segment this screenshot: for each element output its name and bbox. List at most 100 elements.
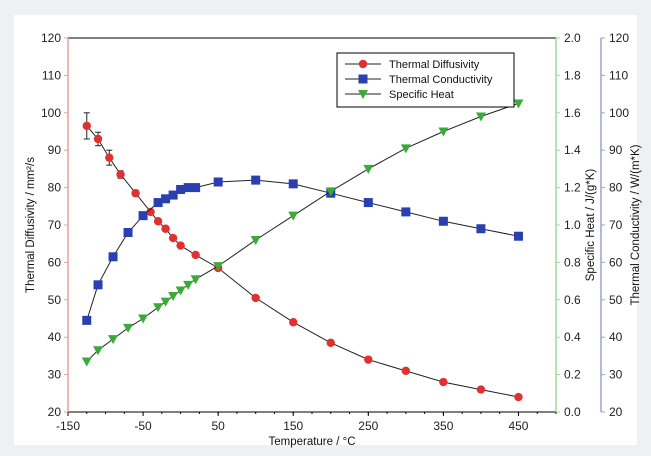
specific-heat-point [250, 235, 261, 245]
legend-thermal-diffusivity-marker [358, 59, 368, 69]
thermal-conductivity-point [161, 194, 171, 204]
thermal-diffusivity-point [82, 121, 91, 131]
thermal-conductivity-point [183, 183, 193, 193]
specific-heat-point [325, 187, 336, 197]
left-tick-label: 50 [48, 293, 62, 307]
conductivity-tick-label: 60 [609, 255, 623, 269]
specific-heat-tick-label: 0.6 [564, 293, 581, 307]
x-tick-label: -50 [134, 419, 152, 433]
specific-heat-point [81, 357, 92, 367]
thermal-diffusivity-line [86, 125, 519, 398]
specific-heat-point [183, 280, 194, 290]
legend-thermal-diffusivity-label: Thermal Diffusivity [389, 59, 480, 71]
thermal-conductivity-point [438, 216, 448, 226]
specific-heat-axis-title: Specific Heat / J/(g*K) [585, 169, 597, 282]
thermal-conductivity-point [153, 198, 163, 208]
x-tick-label: 150 [283, 419, 303, 433]
thermal-diffusivity-point [93, 134, 103, 144]
left-tick-label: 110 [42, 68, 61, 82]
conductivity-tick-label: 50 [609, 293, 623, 307]
specific-heat-tick-label: 0.8 [564, 255, 581, 269]
specific-heat-point [400, 144, 411, 154]
thermal-diffusivity-point [191, 250, 200, 260]
specific-heat-point [160, 297, 171, 307]
thermal-conductivity-point [191, 183, 201, 193]
legend-specific-heat-marker [358, 90, 368, 99]
thermal-diffusivity-point [289, 318, 298, 327]
conductivity-axis-title: Thermal Conductivity / W/(m*K) [630, 144, 642, 305]
conductivity-tick-label: 70 [609, 218, 623, 232]
x-tick-label: 450 [508, 419, 528, 433]
thermal-conductivity-point [401, 207, 411, 217]
specific-heat-point [153, 303, 164, 313]
conductivity-tick-label: 120 [609, 31, 629, 45]
thermal-conductivity-point [138, 211, 148, 221]
left-axis-title: Thermal Diffusivity / mm²/s [25, 157, 37, 293]
legend-thermal-conductivity-label: Thermal Conductivity [389, 74, 493, 86]
left-tick-label: 70 [48, 218, 62, 232]
thermal-diffusivity-point [168, 233, 178, 243]
left-tick-label: 120 [41, 31, 61, 45]
specific-heat-tick-label: 1.6 [564, 106, 581, 120]
specific-heat-point [138, 314, 149, 324]
left-tick-label: 60 [48, 255, 62, 269]
left-tick-label: 90 [48, 143, 62, 157]
specific-heat-point [363, 164, 374, 174]
conductivity-tick-label: 100 [609, 106, 629, 120]
thermal-conductivity-point [168, 190, 178, 200]
thermal-diffusivity-point [153, 217, 163, 226]
specific-heat-point [168, 292, 179, 302]
thermal-conductivity-point [476, 224, 486, 234]
left-tick-label: 20 [48, 405, 62, 419]
conductivity-tick-label: 80 [609, 181, 623, 195]
thermal-conductivity-point [513, 231, 523, 241]
thermal-conductivity-point [288, 179, 298, 189]
thermal-diffusivity-point [401, 366, 411, 376]
x-tick-label: -150 [56, 419, 80, 433]
specific-heat-tick-label: 1.0 [564, 218, 581, 232]
specific-heat-point [475, 112, 486, 122]
specific-heat-tick-label: 2.0 [564, 31, 581, 45]
specific-heat-point [288, 211, 299, 221]
conductivity-tick-label: 20 [609, 405, 623, 419]
left-tick-label: 100 [41, 106, 61, 120]
specific-heat-point [93, 346, 104, 356]
specific-heat-tick-label: 1.2 [564, 181, 581, 195]
thermal-conductivity-point [108, 252, 118, 262]
specific-heat-tick-label: 0.2 [564, 368, 581, 382]
x-tick-label: 250 [358, 419, 378, 433]
conductivity-tick-label: 30 [609, 368, 623, 382]
thermal-diffusivity-point [105, 153, 114, 162]
specific-heat-point [513, 99, 524, 109]
conductivity-tick-label: 110 [609, 68, 628, 82]
specific-heat-point [108, 335, 119, 345]
specific-heat-line [86, 102, 519, 362]
thermal-conductivity-point [123, 227, 133, 237]
thermal-diffusivity-point [364, 355, 373, 364]
specific-heat-point [190, 275, 201, 285]
thermal-diffusivity-point [146, 207, 155, 217]
specific-heat-tick-label: 1.8 [564, 68, 581, 82]
thermal-conductivity-point [176, 184, 186, 194]
left-tick-label: 30 [48, 368, 62, 382]
thermal-conductivity-point [213, 177, 223, 187]
x-axis-title: Temperature / °C [268, 436, 355, 448]
x-tick-label: 50 [211, 419, 225, 433]
specific-heat-point [175, 286, 186, 296]
x-tick-label: 350 [433, 419, 453, 433]
thermal-diffusivity-point [439, 377, 448, 387]
legend-thermal-conductivity-marker [358, 74, 368, 84]
legend-specific-heat-label: Specific Heat [389, 89, 454, 101]
conductivity-tick-label: 40 [609, 330, 623, 344]
thermal-conductivity-point [93, 280, 103, 290]
specific-heat-point [438, 127, 449, 137]
left-tick-label: 80 [48, 181, 62, 195]
specific-heat-tick-label: 0.4 [564, 330, 581, 344]
thermal-conductivity-point [363, 198, 373, 208]
thermal-diffusivity-point [251, 293, 260, 303]
thermal-diffusivity-point [514, 392, 523, 402]
thermal-diffusivity-point [476, 385, 486, 394]
specific-heat-tick-label: 0.0 [564, 405, 581, 419]
thermal-diffusivity-point [176, 241, 185, 250]
